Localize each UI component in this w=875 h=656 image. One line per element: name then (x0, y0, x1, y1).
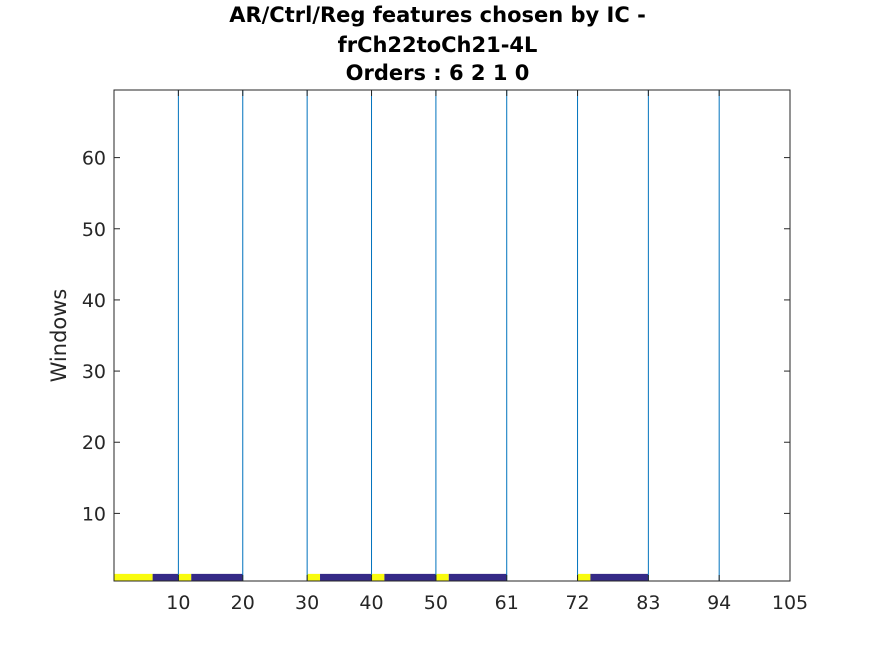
feature-cell-11 (590, 573, 649, 581)
x-tick-label-2: 30 (295, 592, 319, 614)
x-tick-label-7: 83 (636, 592, 660, 614)
x-tick-label-0: 10 (166, 592, 190, 614)
x-tick-label-9: 105 (772, 592, 808, 614)
plot-area (114, 90, 720, 581)
chart-title-line-1: AR/Ctrl/Reg features chosen by IC - (229, 3, 646, 27)
feature-cell-7 (384, 573, 436, 581)
y-tick-label-0: 10 (82, 503, 106, 525)
feature-cell-2 (178, 573, 192, 581)
axis-ticks: 10 20 30 40 50 61 72 83 94 105 10 20 30 40 50 60 (82, 90, 808, 614)
feature-cell-10 (577, 573, 591, 581)
feature-cell-9 (448, 573, 507, 581)
feature-cell-4 (307, 573, 321, 581)
x-tick-label-8: 94 (707, 592, 731, 614)
x-tick-label-3: 40 (359, 592, 383, 614)
feature-cell-8 (435, 573, 449, 581)
feature-cell-0 (114, 573, 153, 581)
x-tick-label-4: 50 (424, 592, 448, 614)
x-tick-label-1: 20 (231, 592, 255, 614)
y-tick-label-1: 20 (82, 432, 106, 454)
y-axis-label: Windows (47, 289, 71, 383)
feature-cell-3 (191, 573, 243, 581)
axes-box (113, 89, 791, 582)
feature-cell-5 (320, 573, 372, 581)
y-tick-label-3: 40 (82, 290, 106, 312)
feature-cell-6 (371, 573, 385, 581)
x-tick-label-6: 72 (565, 592, 589, 614)
chart-title-line-3: Orders : 6 2 1 0 (345, 61, 530, 85)
feature-cell-1 (152, 573, 179, 581)
x-tick-label-5: 61 (495, 592, 519, 614)
y-tick-label-5: 60 (82, 148, 106, 170)
y-tick-label-4: 50 (82, 219, 106, 241)
y-tick-label-2: 30 (82, 361, 106, 383)
chart-title-line-2: frCh22toCh21-4L (337, 33, 538, 57)
